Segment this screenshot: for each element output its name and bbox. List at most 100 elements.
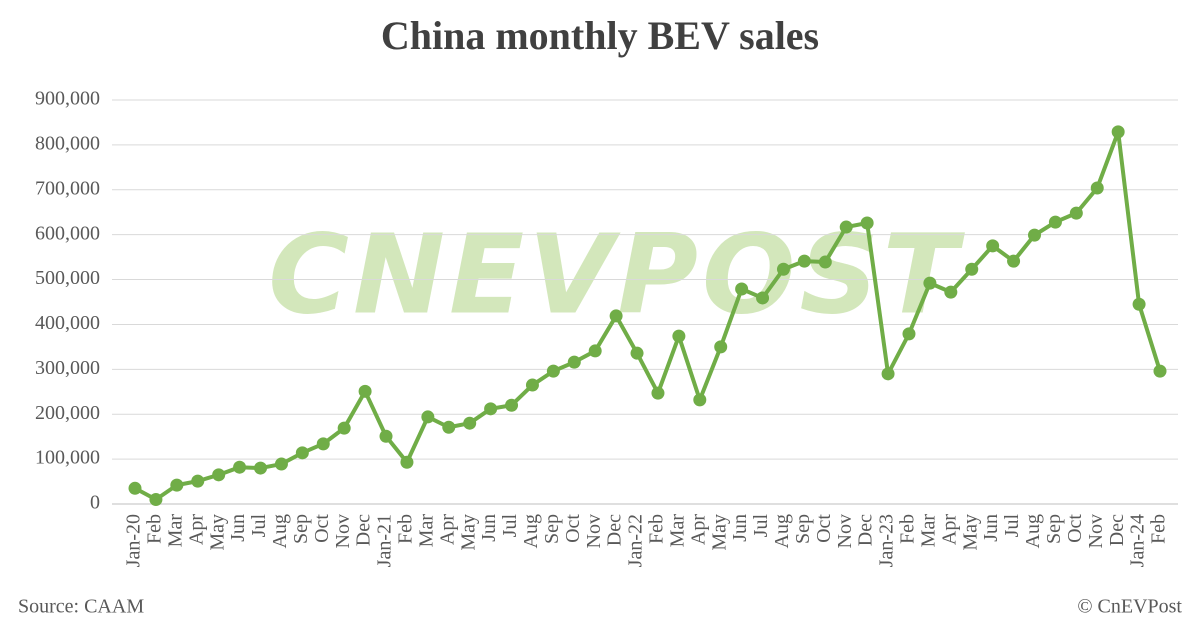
data-point <box>965 262 979 276</box>
x-tick-label: Dec <box>1106 514 1128 546</box>
x-tick-label: Aug <box>269 514 291 548</box>
data-point <box>1007 254 1021 268</box>
data-point <box>1027 228 1041 242</box>
data-point <box>212 468 226 482</box>
x-tick-label: Feb <box>395 514 417 544</box>
data-point <box>170 478 184 492</box>
data-point <box>986 239 1000 253</box>
data-point <box>651 386 665 400</box>
x-tick-label: Oct <box>813 514 835 543</box>
plot-area: 0 100,000 200,000 300,000 400,000 500,000 600,… <box>35 88 1178 567</box>
x-tick-label: Jun <box>980 514 1002 542</box>
data-point <box>567 355 581 369</box>
data-point <box>672 329 686 343</box>
data-point <box>463 416 477 430</box>
x-tick-label: Apr <box>938 514 960 545</box>
credit: © CnEVPost <box>1077 596 1182 618</box>
data-point <box>756 291 770 305</box>
y-tick-label: 400,000 <box>35 312 100 334</box>
data-point <box>609 309 623 323</box>
y-tick-label: 200,000 <box>35 402 100 424</box>
data-point <box>860 216 874 230</box>
data-point <box>379 429 393 443</box>
x-tick-label: Jun <box>478 514 500 542</box>
y-tick-label: 900,000 <box>35 88 100 110</box>
data-point <box>881 367 895 381</box>
data-point <box>944 285 958 299</box>
x-tick-label: Dec <box>855 514 877 546</box>
data-point <box>1132 297 1146 311</box>
x-tick-label: Nov <box>583 514 605 548</box>
x-tick-label: Nov <box>1085 514 1107 548</box>
x-tick-label: Aug <box>520 514 542 548</box>
x-tick-label: Jan-24 <box>1127 514 1149 567</box>
x-tick-label: May <box>206 514 228 551</box>
data-point <box>630 346 644 360</box>
x-tick-label: Sep <box>1043 514 1065 544</box>
source-note: Source: CAAM <box>18 596 144 618</box>
y-tick-label: 100,000 <box>35 447 100 469</box>
data-point <box>923 276 937 290</box>
x-tick-label: Aug <box>771 514 793 548</box>
x-tick-label: Jul <box>248 514 270 538</box>
x-tick-label: Apr <box>185 514 207 545</box>
y-tick-label: 600,000 <box>35 222 100 244</box>
x-tick-label: May <box>457 514 479 551</box>
data-point <box>191 474 205 488</box>
x-tick-label: Jan-22 <box>625 514 647 567</box>
data-point <box>1111 125 1125 139</box>
data-point <box>484 402 498 416</box>
data-point <box>316 437 330 451</box>
x-tick-label: Oct <box>311 514 333 543</box>
data-point <box>274 457 288 471</box>
data-point <box>1048 215 1062 229</box>
x-tick-label: Sep <box>541 514 563 544</box>
x-tick-label: Dec <box>353 514 375 546</box>
data-point <box>839 220 853 234</box>
y-tick-label: 300,000 <box>35 357 100 379</box>
x-tick-label: Sep <box>290 514 312 544</box>
y-tick-label: 0 <box>90 492 100 514</box>
x-tick-label: Apr <box>436 514 458 545</box>
data-point <box>233 460 247 474</box>
data-point <box>254 461 268 475</box>
x-tick-label: Mar <box>666 514 688 548</box>
y-tick-label: 700,000 <box>35 177 100 199</box>
data-point <box>797 254 811 268</box>
data-point <box>902 327 916 341</box>
x-tick-label: Oct <box>562 514 584 543</box>
data-point <box>505 398 519 412</box>
data-point <box>421 410 435 424</box>
data-point <box>442 420 456 434</box>
x-tick-label: Jul <box>499 514 521 538</box>
x-tick-label: Oct <box>1064 514 1086 543</box>
x-tick-label: Mar <box>917 514 939 548</box>
data-point <box>1153 364 1167 378</box>
x-tick-label: Nov <box>834 514 856 548</box>
x-tick-label: Mar <box>164 514 186 548</box>
y-tick-label: 500,000 <box>35 267 100 289</box>
x-tick-label: Jul <box>1001 514 1023 538</box>
data-point <box>525 378 539 392</box>
x-tick-label: Jun <box>729 514 751 542</box>
data-point <box>735 282 749 296</box>
x-tick-label: Feb <box>897 514 919 544</box>
x-tick-label: Jun <box>227 514 249 542</box>
data-point <box>400 455 414 469</box>
data-point <box>149 493 163 507</box>
data-point <box>693 393 707 407</box>
data-point <box>546 364 560 378</box>
data-point <box>337 421 351 435</box>
x-tick-label: Dec <box>604 514 626 546</box>
x-tick-label: Jul <box>750 514 772 538</box>
x-tick-label: Feb <box>646 514 668 544</box>
chart-title: China monthly BEV sales <box>381 13 819 58</box>
y-tick-label: 800,000 <box>35 132 100 154</box>
x-tick-label: Aug <box>1022 514 1044 548</box>
data-point <box>776 262 790 276</box>
data-point <box>588 344 602 358</box>
data-point <box>1090 181 1104 195</box>
data-point <box>818 255 832 269</box>
